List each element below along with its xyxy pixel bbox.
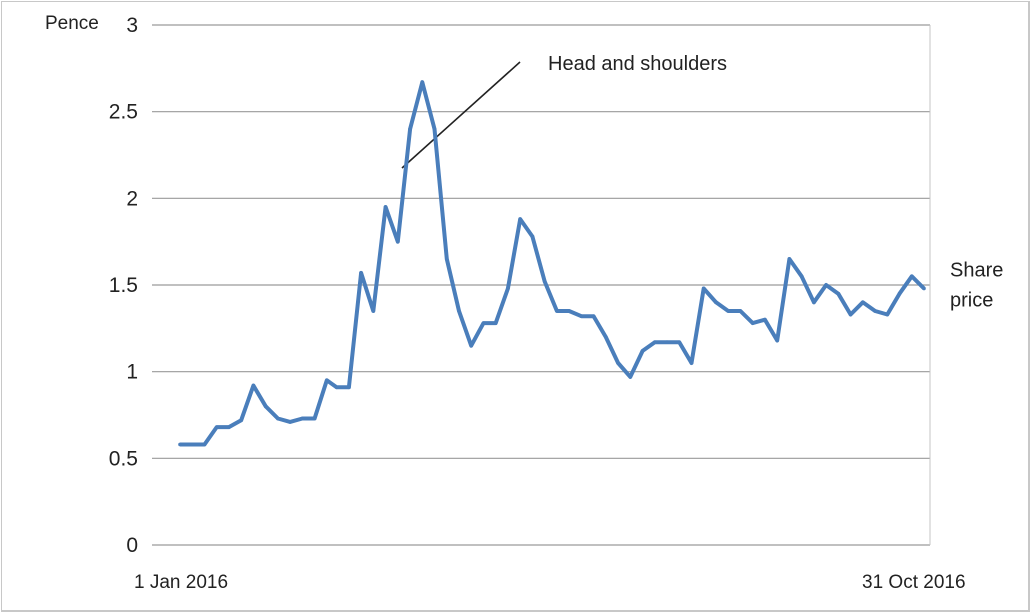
data-point xyxy=(836,291,841,296)
data-point xyxy=(347,385,351,390)
data-point xyxy=(312,416,317,421)
x-end-label: 31 Oct 2016 xyxy=(862,572,966,593)
data-point xyxy=(812,300,816,305)
annotation-pointer xyxy=(401,61,521,169)
y-axis-label: Pence xyxy=(45,13,99,34)
data-point xyxy=(665,340,669,345)
data-point xyxy=(251,383,256,388)
y-tick-label: 3 xyxy=(126,14,138,37)
y-tick-label: 0 xyxy=(126,534,138,557)
data-point xyxy=(325,378,329,383)
data-point xyxy=(763,317,767,322)
data-point xyxy=(178,442,182,447)
data-point xyxy=(190,442,195,447)
data-point xyxy=(383,205,388,209)
data-point xyxy=(567,309,571,313)
data-point xyxy=(227,425,231,429)
data-point xyxy=(432,127,437,131)
data-point xyxy=(726,309,731,313)
data-point xyxy=(506,286,510,291)
data-point xyxy=(542,279,547,284)
series-line xyxy=(180,80,926,447)
y-tick-label: 1.5 xyxy=(109,274,138,297)
data-point xyxy=(469,343,474,348)
data-point xyxy=(555,309,559,313)
data-point xyxy=(750,321,755,325)
data-point xyxy=(714,300,718,305)
data-point xyxy=(530,234,535,239)
data-point xyxy=(897,291,902,296)
data-point xyxy=(334,385,339,390)
x-start-label: 1 Jan 2016 xyxy=(134,572,228,593)
gridlines xyxy=(152,24,931,546)
data-point xyxy=(518,217,522,221)
data-point xyxy=(263,404,268,409)
data-point xyxy=(652,340,657,345)
data-point xyxy=(909,274,914,279)
data-point xyxy=(371,309,376,313)
data-point xyxy=(861,300,865,305)
data-point xyxy=(408,127,412,131)
data-point xyxy=(628,375,633,379)
data-point xyxy=(359,271,363,275)
data-point xyxy=(824,283,828,287)
data-point xyxy=(787,257,792,261)
data-point xyxy=(640,349,645,353)
data-point xyxy=(457,309,461,313)
data-point xyxy=(288,420,292,424)
annotation-text: Head and shoulders xyxy=(548,53,727,75)
data-point xyxy=(481,321,486,325)
data-point xyxy=(276,416,280,421)
y-tick-label: 0.5 xyxy=(109,447,138,470)
y-tick-label: 2.5 xyxy=(109,101,138,124)
data-point xyxy=(579,314,584,319)
data-point xyxy=(444,257,449,261)
data-point xyxy=(689,361,694,365)
data-point xyxy=(591,314,596,319)
data-point xyxy=(616,361,620,365)
data-point xyxy=(775,338,779,343)
y-tick-labels: 0 0.5 1 1.5 2 2.5 3 xyxy=(109,14,138,557)
data-point xyxy=(396,239,400,244)
data-point xyxy=(604,335,608,339)
series-lines xyxy=(178,80,926,447)
data-point xyxy=(922,286,926,291)
y-tick-label: 2 xyxy=(126,187,138,210)
data-point xyxy=(493,321,498,325)
data-point xyxy=(300,416,305,421)
data-point xyxy=(202,442,207,447)
data-point xyxy=(799,274,804,279)
data-point xyxy=(420,80,425,84)
y-tick-label: 1 xyxy=(126,361,138,384)
series-name-label: Share price xyxy=(950,259,1003,311)
data-point xyxy=(701,286,706,291)
data-point xyxy=(848,312,853,317)
data-point xyxy=(738,309,743,313)
data-point xyxy=(239,418,243,423)
data-point xyxy=(873,309,877,313)
data-point xyxy=(677,340,682,345)
data-point xyxy=(214,425,219,429)
series-labels: Share price xyxy=(950,259,1003,311)
data-point xyxy=(885,312,890,317)
